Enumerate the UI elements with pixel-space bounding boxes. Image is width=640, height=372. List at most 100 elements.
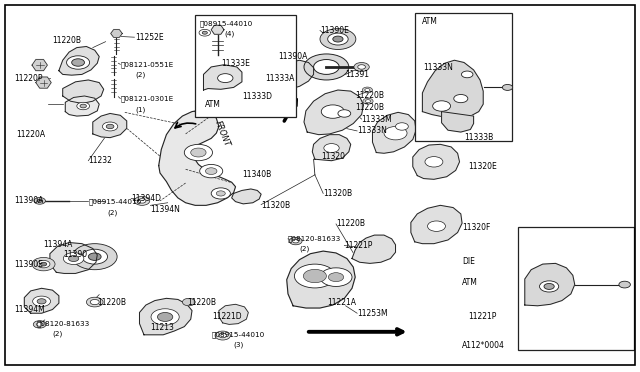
Polygon shape [93, 113, 127, 138]
Text: 11220P: 11220P [14, 74, 43, 83]
Circle shape [211, 188, 230, 199]
Circle shape [289, 237, 302, 245]
Circle shape [292, 239, 299, 243]
Text: (2): (2) [300, 246, 310, 253]
Text: ⒲08120-81633: ⒲08120-81633 [37, 320, 90, 327]
Circle shape [619, 281, 630, 288]
Text: 11220B: 11220B [187, 298, 216, 307]
Text: ATM: ATM [462, 278, 478, 287]
Polygon shape [312, 135, 351, 161]
Text: 11221A: 11221A [328, 298, 356, 307]
Text: 11320: 11320 [321, 153, 346, 161]
Text: 11221P: 11221P [344, 241, 372, 250]
Circle shape [37, 260, 50, 268]
Circle shape [138, 199, 146, 203]
Circle shape [202, 31, 207, 34]
Circle shape [82, 249, 108, 264]
Circle shape [199, 29, 211, 36]
Text: 11221P: 11221P [468, 312, 497, 321]
Circle shape [134, 196, 150, 205]
Text: 11390: 11390 [63, 250, 87, 259]
Text: (1): (1) [136, 106, 146, 113]
Text: 11220B: 11220B [336, 219, 365, 228]
Polygon shape [204, 65, 242, 90]
Text: 11333N: 11333N [357, 126, 387, 135]
Text: 11340B: 11340B [242, 170, 271, 179]
Circle shape [151, 309, 179, 325]
Text: 11390E: 11390E [14, 260, 43, 269]
Text: 11320B: 11320B [323, 189, 353, 198]
Circle shape [68, 256, 79, 262]
Text: 11391: 11391 [346, 70, 370, 79]
Text: Ⓑ08121-0551E: Ⓑ08121-0551E [120, 61, 173, 68]
Text: Ⓦ08915-44010: Ⓦ08915-44010 [200, 20, 253, 27]
Text: 11221D: 11221D [212, 312, 242, 321]
Circle shape [328, 273, 344, 282]
Circle shape [86, 297, 103, 307]
Text: 11320E: 11320E [468, 162, 497, 171]
Circle shape [182, 298, 195, 306]
Polygon shape [32, 60, 47, 71]
Text: 11333N: 11333N [424, 63, 454, 72]
Circle shape [328, 33, 348, 45]
Bar [195, 15, 296, 117]
Text: 11220B: 11220B [355, 103, 384, 112]
Text: Ⓑ08121-0301E: Ⓑ08121-0301E [120, 95, 173, 102]
Circle shape [303, 269, 326, 283]
Polygon shape [442, 112, 474, 132]
Circle shape [67, 56, 90, 69]
Circle shape [365, 100, 371, 103]
Text: 11252E: 11252E [136, 33, 164, 42]
Text: 11320B: 11320B [261, 201, 291, 210]
Circle shape [544, 283, 554, 289]
Circle shape [333, 36, 343, 42]
Text: 11390A: 11390A [14, 196, 44, 205]
Circle shape [191, 148, 206, 157]
Polygon shape [50, 243, 97, 273]
Circle shape [37, 199, 42, 202]
Circle shape [358, 65, 365, 69]
Text: (3): (3) [234, 342, 244, 349]
Circle shape [33, 321, 46, 328]
Text: 11394N: 11394N [150, 205, 180, 214]
Text: 11333E: 11333E [221, 60, 250, 68]
Text: Ⓦ08915-44010: Ⓦ08915-44010 [88, 199, 141, 205]
Circle shape [40, 262, 47, 266]
Text: 11213: 11213 [150, 323, 174, 332]
Text: DIE: DIE [462, 257, 475, 266]
Polygon shape [287, 251, 355, 308]
Text: 11220B: 11220B [97, 298, 126, 307]
Text: 11394M: 11394M [14, 305, 45, 314]
Circle shape [184, 144, 212, 161]
Text: 11390A: 11390A [278, 52, 308, 61]
Text: 11320F: 11320F [462, 223, 490, 232]
Circle shape [90, 299, 99, 305]
Text: 11333A: 11333A [266, 74, 295, 83]
Polygon shape [413, 144, 460, 179]
Text: 11333D: 11333D [242, 92, 272, 101]
Text: (2): (2) [52, 331, 63, 337]
Circle shape [454, 94, 468, 103]
Circle shape [425, 157, 443, 167]
Polygon shape [525, 263, 575, 306]
Circle shape [263, 52, 275, 59]
Circle shape [36, 323, 43, 326]
Text: ATM: ATM [422, 17, 438, 26]
Text: 11394D: 11394D [131, 194, 161, 203]
Text: 11220B: 11220B [52, 36, 81, 45]
Circle shape [205, 168, 217, 174]
Polygon shape [36, 77, 51, 88]
Circle shape [428, 221, 445, 231]
Circle shape [215, 331, 230, 340]
Circle shape [324, 144, 339, 153]
Circle shape [294, 264, 335, 288]
Polygon shape [140, 298, 192, 335]
Text: ATM: ATM [205, 100, 221, 109]
Text: 11232: 11232 [88, 156, 112, 165]
Circle shape [106, 124, 114, 129]
Polygon shape [411, 205, 462, 244]
Polygon shape [232, 189, 261, 204]
Circle shape [461, 71, 473, 78]
Circle shape [320, 29, 356, 49]
Circle shape [502, 84, 513, 90]
